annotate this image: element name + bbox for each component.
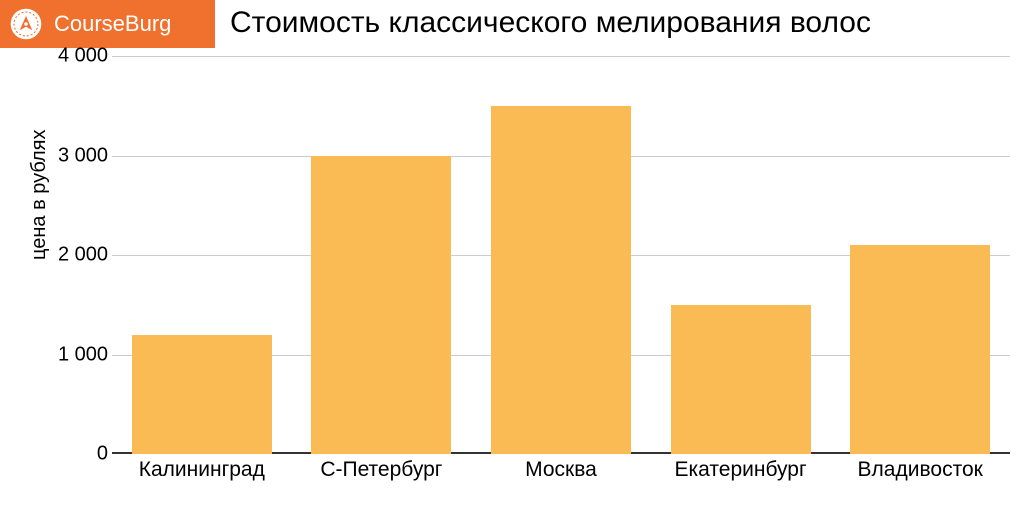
y-tick-label: 3 000 [28, 144, 108, 167]
x-tick-label: С-Петербург [320, 458, 442, 482]
bar [132, 335, 272, 454]
x-tick-label: Екатеринбург [675, 458, 807, 482]
bar [491, 106, 631, 454]
y-tick-label: 4 000 [28, 45, 108, 68]
y-tick-label: 2 000 [28, 244, 108, 267]
x-tick-label: Владивосток [858, 458, 983, 482]
plot-area [112, 56, 1010, 454]
gridline [112, 56, 1010, 57]
bar [850, 245, 990, 454]
y-tick-label: 0 [28, 443, 108, 466]
logo-text: CourseBurg [54, 11, 171, 37]
chart-container: CourseBurg Стоимость классического мелир… [0, 0, 1024, 512]
courseburg-logo: CourseBurg [0, 0, 215, 48]
chart-title: Стоимость классического мелирования воло… [230, 6, 871, 40]
bar [311, 156, 451, 455]
x-tick-label: Москва [525, 458, 597, 482]
compass-icon [8, 6, 44, 42]
y-tick-label: 1 000 [28, 343, 108, 366]
x-tick-label: Калининград [139, 458, 265, 482]
bar [671, 305, 811, 454]
